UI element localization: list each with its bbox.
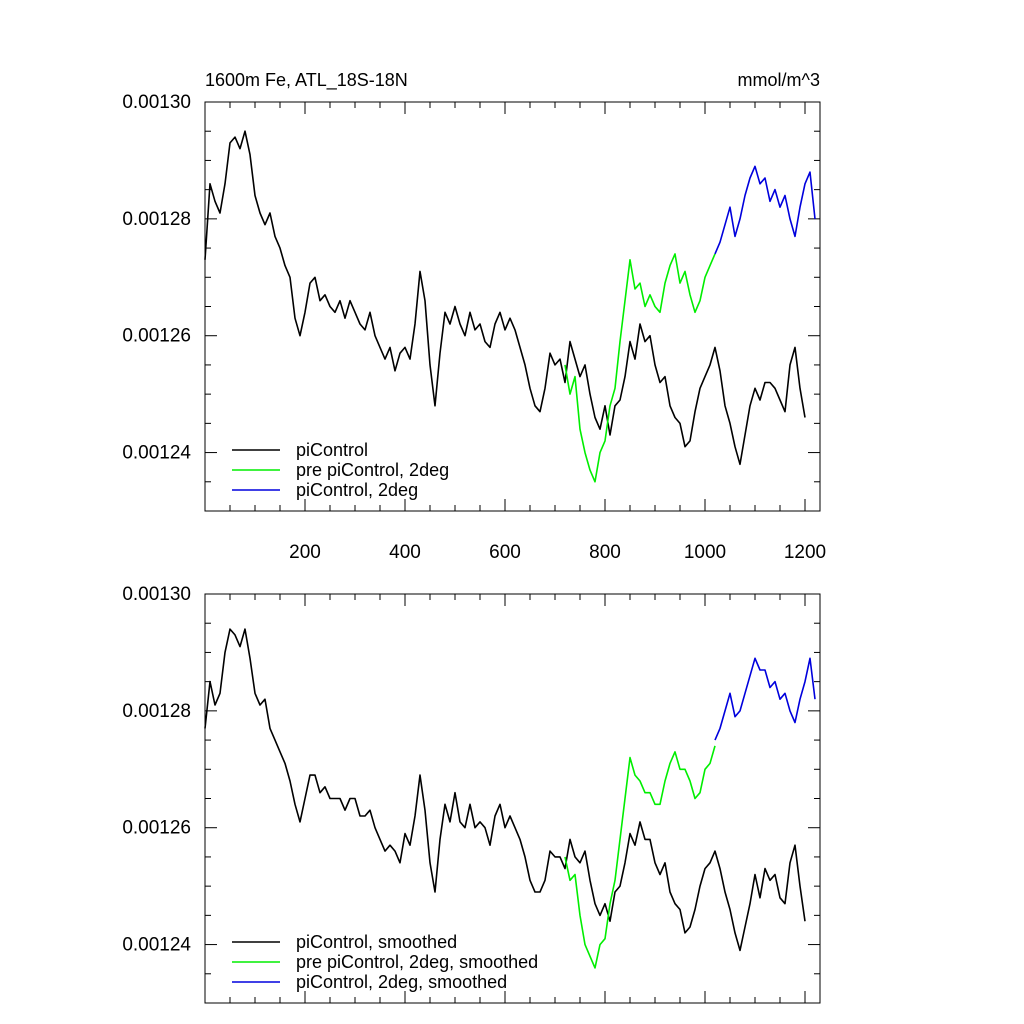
series-line-1 bbox=[564, 253, 716, 483]
y-tick-label: 0.00124 bbox=[122, 935, 191, 956]
top-chart-panel: 1600m Fe, ATL_18S-18N mmol/m^3 0.001300.… bbox=[122, 70, 826, 563]
series-line-0 bbox=[204, 130, 806, 466]
legend-label: pre piControl, 2deg, smoothed bbox=[296, 952, 538, 972]
top-x-tick-labels: 200 400 600 800 1000 1200 bbox=[289, 542, 826, 563]
top-plot-frame bbox=[204, 101, 821, 512]
series-line-2 bbox=[714, 657, 816, 741]
chart-title: 1600m Fe, ATL_18S-18N bbox=[205, 70, 408, 91]
x-tick-label: 1000 bbox=[684, 542, 726, 563]
x-tick-label: 400 bbox=[389, 542, 421, 563]
x-tick-label: 200 bbox=[289, 542, 321, 563]
y-tick-label: 0.00130 bbox=[122, 92, 191, 113]
y-tick-label: 0.00126 bbox=[122, 818, 191, 839]
bottom-y-tick-labels: 0.00130 0.00128 0.00126 0.00124 bbox=[122, 584, 191, 956]
top-y-tick-labels: 0.00130 0.00128 0.00126 0.00124 bbox=[122, 92, 191, 464]
bottom-series-lines bbox=[204, 628, 816, 969]
top-series-lines bbox=[204, 130, 816, 483]
bottom-chart-panel: 0.00130 0.00128 0.00126 0.00124 piControl, … bbox=[122, 584, 821, 1004]
x-tick-label: 1200 bbox=[784, 542, 826, 563]
y-tick-label: 0.00130 bbox=[122, 584, 191, 605]
y-tick-label: 0.00128 bbox=[122, 209, 191, 230]
bottom-plot-frame bbox=[204, 593, 821, 1004]
top-axis-ticks bbox=[205, 101, 820, 512]
series-line-0 bbox=[204, 628, 806, 952]
series-line-2 bbox=[714, 165, 816, 255]
legend-label: piControl bbox=[296, 440, 368, 460]
legend-label: pre piControl, 2deg bbox=[296, 460, 449, 480]
series-line-1 bbox=[564, 745, 716, 969]
x-tick-label: 800 bbox=[589, 542, 621, 563]
y-tick-label: 0.00128 bbox=[122, 701, 191, 722]
y-tick-label: 0.00124 bbox=[122, 443, 191, 464]
legend-label: piControl, 2deg, smoothed bbox=[296, 972, 507, 992]
legend-label: piControl, smoothed bbox=[296, 932, 457, 952]
x-tick-label: 600 bbox=[489, 542, 521, 563]
units-label: mmol/m^3 bbox=[738, 70, 820, 90]
legend-label: piControl, 2deg bbox=[296, 480, 418, 500]
y-tick-label: 0.00126 bbox=[122, 326, 191, 347]
